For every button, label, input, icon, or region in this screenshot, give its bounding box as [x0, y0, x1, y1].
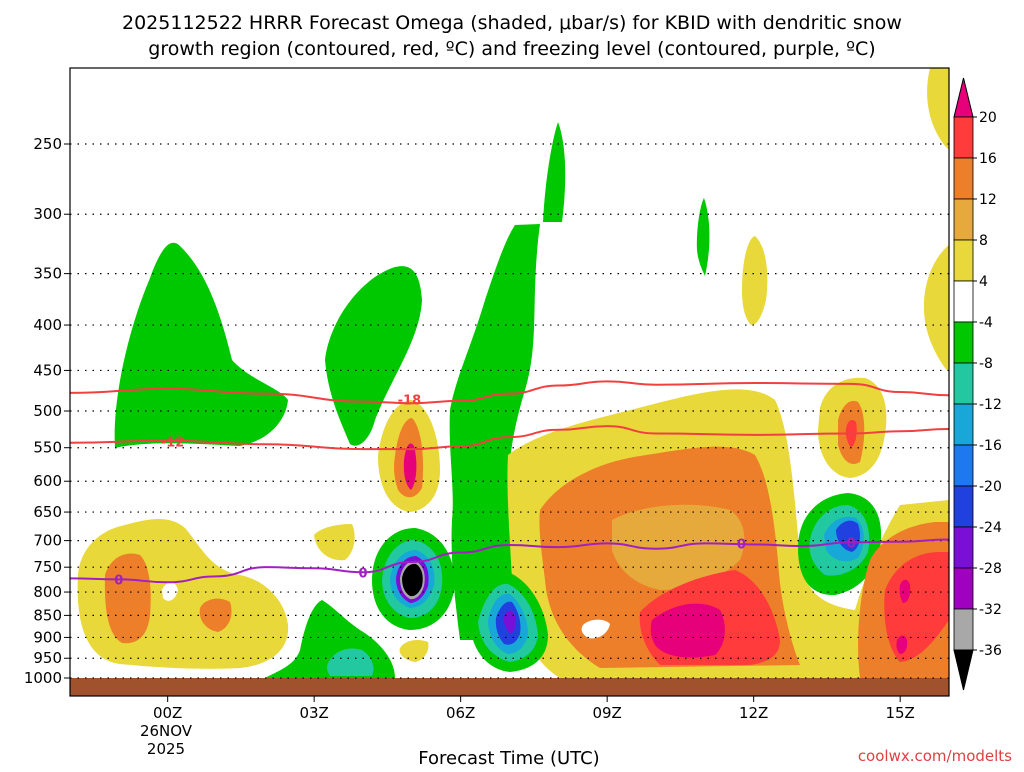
colorbar-band-5 [953, 321, 974, 364]
colorbar-band-11 [953, 567, 974, 610]
contour-label-5: 0 [847, 536, 856, 551]
x-tick-label-12Z: 12Z [739, 704, 768, 722]
colorbar-label-9: -20 [979, 479, 1002, 495]
colorbar-label-4: 4 [979, 274, 988, 290]
omega-region-yellow-05z-low [399, 640, 429, 662]
colorbar-label-5: -4 [979, 315, 993, 331]
omega-region-white-gap [581, 619, 610, 639]
colorbar-label-2: 12 [979, 192, 997, 208]
colorbar-band-10 [953, 526, 974, 569]
contour-label-3: 0 [358, 566, 367, 581]
contour-line-0 [69, 380, 950, 405]
omega-region-magenta-15z-low [896, 635, 908, 654]
colorbar: 20 16 12 8 4 -4 -8 -12 -16 -20 -24 -28 -32 -36 [953, 77, 1002, 691]
colorbar-band-2 [953, 198, 974, 241]
x-tick-label-00Z: 00Z [153, 704, 182, 722]
y-tick-label-850: 850 [33, 606, 62, 624]
chart-title-line-1: 2025112522 HRRR Forecast Omega (shaded, … [122, 12, 902, 34]
colorbar-label-3: 8 [979, 233, 988, 249]
contour-line-1 [69, 425, 950, 451]
y-tick-label-800: 800 [33, 583, 62, 601]
y-tick-label-550: 550 [33, 439, 62, 457]
colorbar-band-3 [953, 239, 974, 282]
watermark: coolwx.com/modelts [858, 747, 1012, 765]
omega-region-magenta-15z [899, 579, 911, 603]
omega-region-yellow-12z-top [742, 236, 768, 325]
y-axis-pressure: 250 300 350 400 450 500 550 600 650 700 750 800 850 9… [24, 135, 70, 687]
omega-region-orange-lower-left-2 [199, 598, 232, 632]
contour-label-0: -18 [398, 393, 422, 408]
y-tick-label-900: 900 [33, 628, 62, 646]
y-tick-label-650: 650 [33, 503, 62, 521]
colorbar-band-6 [953, 362, 974, 405]
colorbar-band-12 [953, 608, 974, 651]
y-tick-label-250: 250 [33, 135, 62, 153]
contour-label-2: 0 [114, 573, 123, 588]
omega-region-red-15z [884, 552, 949, 662]
y-tick-label-350: 350 [33, 265, 62, 283]
x-date-label-line1: 26NOV [140, 722, 193, 740]
omega-region-darkblue-14z-low [836, 520, 860, 552]
colorbar-label-1: 16 [979, 151, 997, 167]
x-axis-title: Forecast Time (UTC) [418, 748, 599, 768]
plot-area-border [69, 67, 950, 697]
omega-region-white-lower-left [162, 582, 178, 601]
x-tick-label-06Z: 06Z [446, 704, 475, 722]
y-tick-label-750: 750 [33, 558, 62, 576]
y-tick-label-400: 400 [33, 316, 62, 334]
colorbar-label-8: -16 [979, 438, 1002, 454]
omega-region-yellow-right-mid [923, 245, 949, 372]
omega-region-magenta-core [650, 603, 725, 658]
omega-region-yellow-upper-right [927, 68, 949, 150]
contour-label-4: 0 [737, 537, 746, 552]
y-tick-label-700: 700 [33, 532, 62, 550]
colorbar-label-7: -12 [979, 397, 1002, 413]
x-tick-label-09Z: 09Z [592, 704, 621, 722]
omega-region-purple-07z-low [503, 610, 516, 634]
omega-region-orange-lower-left [104, 553, 151, 644]
colorbar-label-11: -28 [979, 561, 1002, 577]
contour-labels: -18 -12 0 0 0 0 [114, 393, 856, 588]
temperature-contours [69, 380, 950, 584]
omega-region-yellow-03z [314, 524, 355, 561]
contour-line-2 [69, 538, 950, 584]
omega-region-green-upper-left [114, 242, 289, 448]
colorbar-band-1 [953, 157, 974, 200]
colorbar-bottom-arrow [953, 649, 974, 691]
x-tick-label-03Z: 03Z [299, 704, 328, 722]
colorbar-band-4 [953, 280, 974, 323]
omega-region-green-0607z [449, 224, 540, 640]
y-tick-label-450: 450 [33, 361, 62, 379]
colorbar-band-8 [953, 444, 974, 487]
colorbar-label-6: -8 [979, 356, 993, 372]
y-tick-label-300: 300 [33, 205, 62, 223]
omega-region-green-11z-top [696, 198, 710, 276]
x-axis-time: 00Z 03Z 06Z 09Z 12Z 15Z [153, 696, 915, 722]
x-date-label-line2: 2025 [147, 740, 185, 758]
colorbar-band-0 [953, 116, 974, 159]
omega-region-magenta-05z-mid [403, 443, 417, 490]
contour-label-1: -12 [161, 435, 185, 450]
colorbar-label-13: -36 [979, 643, 1002, 659]
omega-region-green-08z-top [543, 122, 566, 222]
omega-region-black-05z-low [402, 563, 423, 597]
omega-shading [77, 68, 949, 678]
y-tick-label-1000: 1000 [24, 669, 62, 687]
y-tick-label-500: 500 [33, 402, 62, 420]
terrain-ground-band [70, 678, 949, 696]
colorbar-band-9 [953, 485, 974, 528]
chart-title-line-2: growth region (contoured, red, ºC) and f… [148, 38, 875, 60]
colorbar-label-12: -32 [979, 602, 1002, 618]
colorbar-label-10: -24 [979, 520, 1002, 536]
y-tick-label-600: 600 [33, 472, 62, 490]
omega-region-cyan-03z-low [327, 648, 374, 676]
colorbar-top-arrow [953, 77, 974, 118]
y-tick-label-950: 950 [33, 649, 62, 667]
x-tick-label-15Z: 15Z [885, 704, 914, 722]
colorbar-label-0: 20 [979, 110, 997, 126]
colorbar-band-7 [953, 403, 974, 446]
